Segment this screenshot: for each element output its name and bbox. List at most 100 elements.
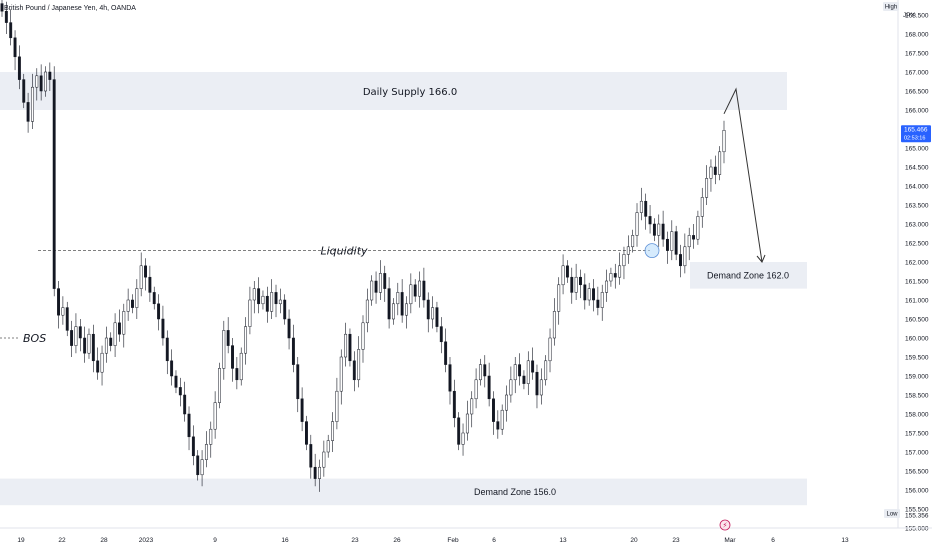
candle[interactable] [518,364,522,377]
candle[interactable] [492,398,495,422]
liquidity-sweep-marker[interactable] [644,243,660,259]
candle[interactable] [548,337,552,362]
candle[interactable] [187,413,191,438]
candle[interactable] [213,402,217,430]
candle[interactable] [426,299,430,320]
candle[interactable] [605,280,609,293]
candle[interactable] [44,71,47,92]
candle[interactable] [335,390,339,422]
candle[interactable] [239,352,243,381]
candle[interactable] [126,299,130,312]
candle[interactable] [709,166,713,179]
candle[interactable] [226,330,230,346]
candle[interactable] [248,299,252,327]
demand-zone-162[interactable] [690,262,807,289]
candle[interactable] [465,413,469,434]
candle[interactable] [287,318,291,339]
candle[interactable] [313,466,317,479]
candle[interactable] [639,200,643,213]
candle[interactable] [104,337,108,354]
candle[interactable] [539,379,543,396]
candle[interactable] [718,151,722,175]
candle[interactable] [583,284,587,301]
projection-arrow[interactable] [723,87,763,263]
demand-zone-156[interactable] [0,478,807,506]
candle[interactable] [352,360,356,381]
candle[interactable] [496,421,500,430]
candle[interactable] [322,451,326,468]
candle[interactable] [670,231,674,251]
price-axis[interactable]: 168.500 168.000 167.500 167.000 166.500 166.0… [905,13,929,533]
candle[interactable] [713,166,717,175]
candle[interactable] [122,311,126,335]
candle[interactable] [278,299,282,305]
candle[interactable] [370,280,374,301]
candle[interactable] [100,352,104,373]
candle[interactable] [331,421,335,441]
candle[interactable] [679,254,682,267]
candle[interactable] [596,299,600,308]
candle[interactable] [626,246,630,255]
candle[interactable] [144,265,147,278]
candle[interactable] [170,360,174,377]
candle[interactable] [483,364,487,377]
candle[interactable] [631,235,635,248]
candle[interactable] [470,398,474,415]
candle[interactable] [683,246,687,267]
candle[interactable] [204,444,208,460]
candle[interactable] [387,288,391,320]
candle[interactable] [65,307,69,331]
candle[interactable] [400,292,404,316]
candle[interactable] [378,273,382,293]
candle[interactable] [722,130,726,153]
candle[interactable] [574,276,578,293]
candle[interactable] [209,428,213,445]
candle[interactable] [57,288,60,316]
candle[interactable] [326,440,330,453]
candle[interactable] [648,216,652,225]
candle[interactable] [91,333,95,362]
candle[interactable] [39,75,43,92]
candle[interactable] [283,299,287,320]
daily-supply-zone[interactable] [0,72,787,110]
candle[interactable] [348,333,352,362]
candle[interactable] [157,303,161,320]
candle[interactable] [152,292,156,305]
candle[interactable] [557,284,561,312]
candle[interactable] [622,254,626,267]
candle[interactable] [478,364,482,381]
candle[interactable] [535,371,539,396]
candle[interactable] [244,326,248,354]
candle[interactable] [474,379,478,400]
candle[interactable] [700,197,704,217]
candle[interactable] [666,238,669,251]
candle[interactable] [22,79,26,103]
candle[interactable] [139,265,143,289]
candle[interactable] [531,360,535,373]
candle[interactable] [391,303,395,320]
candle[interactable] [396,292,400,305]
candle[interactable] [448,364,452,392]
candle[interactable] [613,273,617,278]
candle[interactable] [70,330,74,346]
candle[interactable] [109,337,113,346]
candle[interactable] [113,322,117,346]
candle[interactable] [131,299,134,308]
candle[interactable] [196,455,200,476]
candle[interactable] [26,102,30,122]
candle[interactable] [296,364,300,400]
candle[interactable] [592,288,595,301]
candle[interactable] [452,390,456,419]
candle[interactable] [261,295,265,305]
candle[interactable] [561,265,565,286]
candle[interactable] [257,288,261,305]
candle[interactable] [231,345,234,369]
candle[interactable] [365,299,369,324]
candle[interactable] [692,235,696,240]
candle[interactable] [135,288,139,308]
candle[interactable] [235,368,239,381]
candle[interactable] [413,284,417,297]
candle[interactable] [579,276,582,286]
candle[interactable] [705,178,709,198]
